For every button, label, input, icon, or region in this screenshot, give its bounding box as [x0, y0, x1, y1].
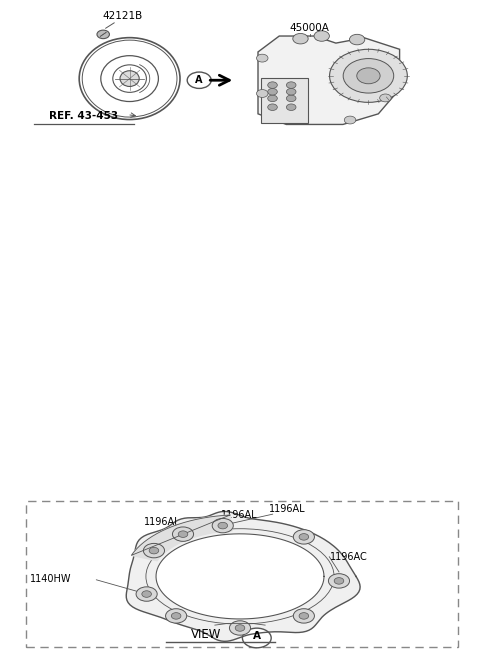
Polygon shape — [156, 534, 324, 619]
Circle shape — [187, 72, 211, 88]
Circle shape — [314, 31, 329, 41]
Circle shape — [212, 518, 233, 533]
Circle shape — [256, 90, 268, 98]
Circle shape — [349, 34, 365, 45]
Circle shape — [268, 95, 277, 102]
Ellipse shape — [120, 71, 139, 86]
Circle shape — [287, 88, 296, 95]
Polygon shape — [126, 512, 360, 641]
Text: VIEW: VIEW — [191, 628, 221, 641]
Bar — [261, 79, 308, 122]
Text: 42121B: 42121B — [102, 11, 143, 21]
Circle shape — [268, 88, 277, 95]
Circle shape — [144, 544, 165, 558]
Circle shape — [142, 591, 151, 597]
Bar — [26, 501, 458, 647]
Circle shape — [178, 531, 188, 537]
Circle shape — [97, 30, 109, 39]
Circle shape — [299, 534, 309, 540]
Circle shape — [357, 68, 380, 84]
Polygon shape — [132, 515, 232, 561]
Circle shape — [293, 530, 314, 544]
Circle shape — [287, 104, 296, 111]
Circle shape — [343, 58, 394, 93]
Circle shape — [172, 527, 193, 541]
Circle shape — [293, 33, 308, 44]
Circle shape — [136, 587, 157, 601]
Circle shape — [242, 628, 271, 648]
Circle shape — [287, 82, 296, 88]
Text: 1196AL: 1196AL — [144, 517, 180, 527]
Text: 45000A: 45000A — [289, 23, 330, 33]
Circle shape — [218, 522, 228, 529]
Circle shape — [268, 82, 277, 88]
Circle shape — [149, 548, 159, 554]
Text: 1196AC: 1196AC — [330, 552, 368, 562]
Circle shape — [171, 612, 181, 619]
Circle shape — [330, 49, 408, 102]
Circle shape — [229, 621, 251, 635]
Text: A: A — [195, 75, 203, 85]
Text: 1140HW: 1140HW — [30, 574, 71, 584]
Circle shape — [299, 612, 309, 619]
Circle shape — [166, 608, 187, 623]
Circle shape — [293, 608, 314, 623]
Circle shape — [287, 95, 296, 102]
Text: REF. 43-453: REF. 43-453 — [49, 111, 119, 121]
Circle shape — [328, 574, 349, 588]
Text: 1196AL: 1196AL — [221, 510, 257, 520]
Circle shape — [235, 625, 245, 631]
Polygon shape — [258, 36, 399, 124]
Text: A: A — [253, 631, 261, 641]
Circle shape — [268, 104, 277, 111]
Circle shape — [380, 94, 391, 102]
Circle shape — [334, 578, 344, 584]
Circle shape — [256, 54, 268, 62]
Text: 1196AL: 1196AL — [269, 504, 305, 514]
Circle shape — [344, 116, 356, 124]
